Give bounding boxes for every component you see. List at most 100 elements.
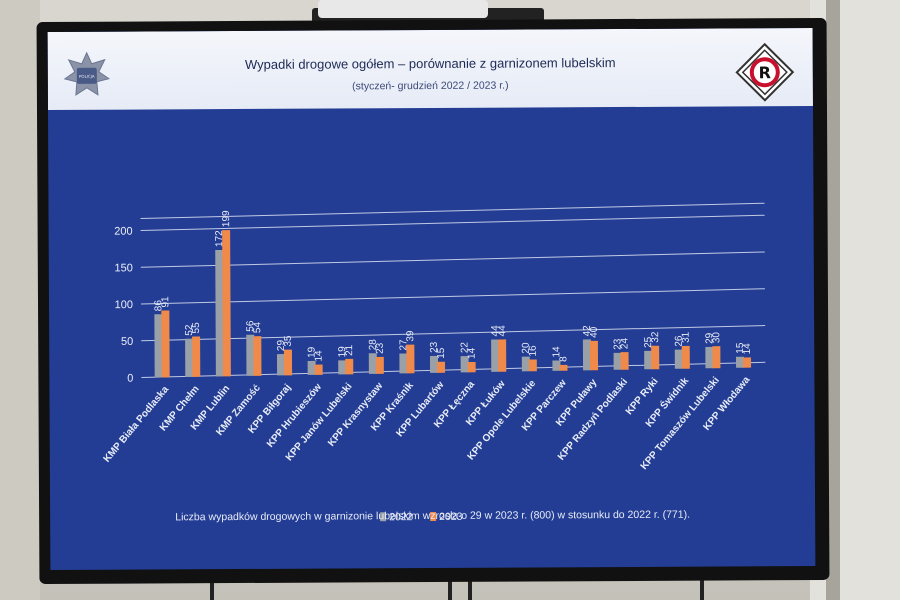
legend-swatch bbox=[380, 512, 387, 522]
data-label: 14 bbox=[742, 343, 753, 355]
data-label: 23 bbox=[375, 342, 386, 354]
data-label: 22 bbox=[460, 342, 471, 354]
data-label: 23 bbox=[429, 341, 440, 353]
gridline bbox=[141, 361, 766, 379]
bar-2022 bbox=[582, 339, 592, 371]
data-label: 15 bbox=[436, 347, 447, 359]
bar-2023 bbox=[375, 356, 384, 374]
bar-2023 bbox=[589, 340, 599, 371]
bar-2022 bbox=[460, 356, 469, 373]
police-emblem-icon: POLICJA bbox=[63, 51, 110, 96]
gridline bbox=[140, 202, 765, 220]
data-label: 20 bbox=[521, 342, 532, 354]
gridline bbox=[141, 325, 766, 342]
bar-2023 bbox=[222, 230, 231, 377]
bar-2022 bbox=[399, 353, 408, 374]
bar-2022 bbox=[674, 349, 683, 369]
bar-2022 bbox=[307, 360, 316, 375]
bar-2022 bbox=[705, 346, 714, 369]
slide-subtitle: (styczeń- grudzień 2022 / 2023 r.) bbox=[352, 79, 509, 93]
data-label: 30 bbox=[711, 332, 722, 344]
bar-2022 bbox=[276, 354, 286, 376]
data-label: 14 bbox=[314, 350, 325, 362]
bar-2023 bbox=[345, 358, 354, 375]
data-label: 44 bbox=[497, 325, 508, 337]
bar-2023 bbox=[314, 364, 323, 375]
data-label: 19 bbox=[337, 346, 348, 358]
bar-2023 bbox=[161, 310, 170, 378]
gridline bbox=[140, 214, 765, 232]
bar-2023 bbox=[559, 364, 568, 371]
data-label: 86 bbox=[153, 300, 164, 312]
data-label: 14 bbox=[467, 347, 478, 359]
y-tick-label: 50 bbox=[121, 336, 133, 348]
data-label: 24 bbox=[619, 338, 630, 350]
bar-2023 bbox=[742, 357, 752, 368]
legend-label: 2023 bbox=[439, 511, 463, 523]
data-label: 29 bbox=[276, 339, 287, 351]
data-label: 42 bbox=[582, 325, 593, 337]
svg-text:R: R bbox=[759, 63, 771, 82]
bar-2023 bbox=[283, 349, 293, 376]
data-label: 40 bbox=[589, 326, 600, 338]
data-label: 35 bbox=[283, 335, 294, 347]
y-tick-label: 200 bbox=[114, 226, 132, 238]
bar-2023 bbox=[528, 359, 537, 372]
data-label: 28 bbox=[368, 339, 379, 351]
bar-2023 bbox=[620, 352, 629, 370]
data-label: 44 bbox=[490, 325, 501, 337]
data-label: 21 bbox=[344, 344, 355, 356]
bar-2022 bbox=[154, 314, 163, 378]
data-label: 25 bbox=[643, 336, 654, 348]
legend-swatch bbox=[430, 511, 437, 522]
y-tick-label: 0 bbox=[127, 373, 133, 385]
data-label: 14 bbox=[551, 346, 562, 358]
data-label: 199 bbox=[221, 210, 232, 227]
data-label: 39 bbox=[405, 330, 416, 342]
data-label: 26 bbox=[674, 335, 685, 347]
data-label: 56 bbox=[245, 320, 256, 332]
road-traffic-logo-icon: R bbox=[735, 42, 795, 102]
legend-label: 2022 bbox=[389, 511, 413, 523]
bar-2022 bbox=[368, 353, 377, 374]
bar-2023 bbox=[467, 361, 476, 373]
camera-icon bbox=[318, 0, 488, 18]
bar-2022 bbox=[613, 352, 622, 370]
gridline bbox=[140, 288, 765, 305]
bar-2022 bbox=[338, 360, 347, 375]
slide-header: POLICJA Wypadki drogowe ogółem – porówna… bbox=[47, 28, 813, 111]
wall-left bbox=[0, 0, 40, 600]
bar-2022 bbox=[215, 249, 224, 377]
slide-title: Wypadki drogowe ogółem – porównanie z ga… bbox=[244, 55, 616, 72]
y-tick-label: 150 bbox=[114, 262, 132, 274]
wall-edge bbox=[826, 0, 840, 600]
data-label: 52 bbox=[184, 324, 195, 336]
svg-text:POLICJA: POLICJA bbox=[79, 74, 95, 79]
bar-2023 bbox=[437, 361, 446, 373]
bar-2022 bbox=[735, 356, 745, 368]
bar-2022 bbox=[185, 338, 194, 377]
bar-2023 bbox=[712, 346, 721, 369]
data-label: 55 bbox=[191, 322, 202, 334]
bar-2023 bbox=[253, 336, 262, 376]
bar-2023 bbox=[406, 344, 415, 374]
bar-2022 bbox=[429, 355, 439, 373]
bar-2022 bbox=[246, 334, 255, 376]
data-label: 27 bbox=[398, 339, 409, 351]
data-label: 23 bbox=[612, 338, 623, 350]
bar-2022 bbox=[552, 360, 561, 371]
bar-2023 bbox=[651, 345, 660, 370]
category-label: KPP Hrubieszów bbox=[265, 382, 324, 450]
bar-2023 bbox=[192, 336, 201, 377]
bar-2022 bbox=[521, 356, 530, 372]
y-tick-label: 100 bbox=[115, 299, 133, 311]
bar-2023 bbox=[498, 339, 507, 372]
data-label: 32 bbox=[650, 331, 661, 343]
monitor: POLICJA Wypadki drogowe ogółem – porówna… bbox=[36, 17, 830, 585]
data-label: 16 bbox=[528, 345, 539, 357]
bar-2022 bbox=[644, 350, 653, 370]
bar-2023 bbox=[681, 345, 690, 369]
data-label: 19 bbox=[307, 346, 318, 358]
bar-2022 bbox=[491, 339, 500, 372]
